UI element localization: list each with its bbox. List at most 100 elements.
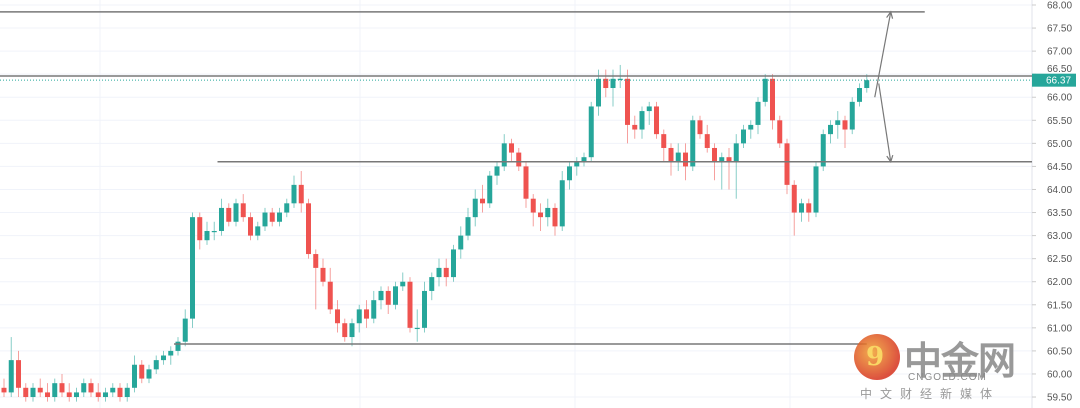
candle [59,373,65,398]
candle-body [117,387,123,398]
candle-body [755,101,761,125]
candle [487,171,493,208]
candle-body [400,281,406,287]
y-tick-label: 63.50 [1047,208,1072,219]
candle-body [487,175,493,204]
candle [298,171,304,213]
candle-body [436,267,442,278]
y-tick-label: 60.50 [1047,346,1072,357]
candle [255,221,261,241]
candle-body [784,143,790,185]
candle-body [132,364,137,388]
candle [400,272,406,291]
candle-body [161,355,166,361]
candle-body [59,383,65,393]
candle-body [552,207,558,227]
projection-arrows[interactable] [874,10,894,164]
candle [523,161,529,208]
candle [516,147,522,172]
arrow-shaft [878,83,892,162]
candle [451,244,456,282]
candle-body [480,198,485,204]
candle-body [683,152,688,167]
y-tick-label: 61.50 [1047,300,1072,311]
y-tick-label: 60.00 [1047,369,1072,380]
candle [828,120,833,144]
candle-body [30,387,36,398]
candle [414,309,420,342]
candle-body [501,143,507,167]
candle [697,115,703,139]
candle-body [277,212,282,222]
candle [161,350,166,365]
candle-body [632,124,638,130]
watermark: 9 中金网 CNGOLD.COM 中文财经新媒体 [852,328,1028,408]
candle [211,221,217,241]
candle [509,138,514,162]
candle [378,286,384,310]
candle [755,97,761,135]
candle [23,383,29,402]
candle [574,157,580,176]
candle-body [596,78,601,107]
y-tick-label: 61.00 [1047,323,1072,334]
candle [313,249,319,310]
candle [668,143,674,176]
candle-body [509,143,514,153]
candle [277,207,282,227]
candle [777,115,783,148]
candle-body [255,226,261,236]
candle [429,272,435,301]
candle-body [240,203,246,218]
candle [704,124,710,153]
candle [799,198,804,222]
candle [124,383,130,402]
candle [240,194,246,222]
candle [820,129,826,172]
candle [791,180,797,236]
candle [364,300,369,328]
candle-body [472,198,478,218]
candle [748,120,754,139]
arrow-head [886,10,894,19]
horizontal-levels[interactable] [0,11,1032,345]
candle-body [124,387,130,398]
candle [37,378,43,398]
candle-body [88,383,94,393]
candle-body [349,323,355,338]
candle-body [530,198,536,213]
candle [646,101,652,125]
candle [407,277,413,333]
arrow-down-icon [878,83,894,164]
candle [342,318,348,342]
candle-body [153,360,159,370]
candle-body [770,78,775,121]
candle-body [429,277,435,291]
candle-body [182,318,188,342]
candle [741,124,746,148]
candle [219,198,224,236]
candle-body [864,80,870,89]
y-tick-label: 65.00 [1047,139,1072,150]
y-tick-label: 66.00 [1047,93,1072,104]
candle [30,383,36,402]
candle [842,115,848,148]
candle [371,290,377,324]
candle [813,161,819,218]
candle [132,355,137,393]
candle-body [719,157,725,162]
y-tick-label: 64.50 [1047,162,1072,173]
candle-body [356,309,362,324]
price-axis[interactable]: 68.00 67.50 67.00 66.50 66.00 65.50 65.00 64.50… [1032,1,1072,404]
candle-body [139,364,145,379]
candle-body [146,369,152,379]
candle-body [211,230,217,233]
candle-body [748,124,754,130]
candle-body [306,203,311,255]
candle [494,161,500,185]
candle [52,378,58,402]
candle-body [741,129,746,144]
candle [538,203,543,231]
candle [465,207,471,241]
